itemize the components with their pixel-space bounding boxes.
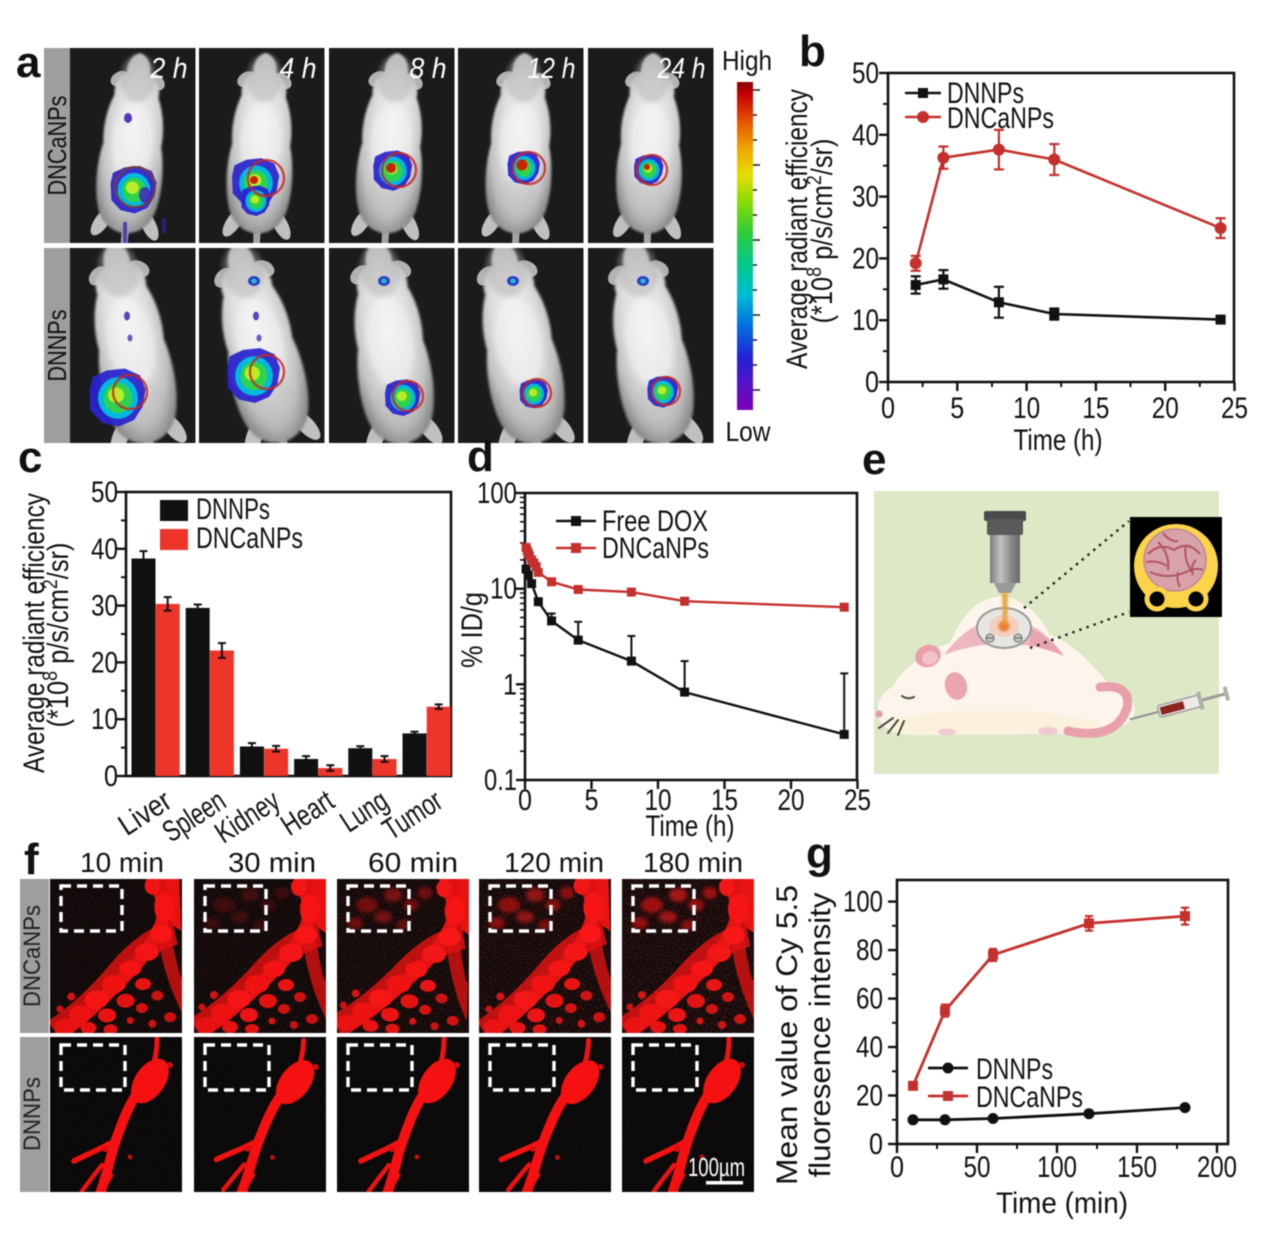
- svg-text:a: a: [16, 38, 41, 87]
- svg-text:15: 15: [711, 784, 738, 817]
- svg-text:0: 0: [881, 392, 895, 425]
- svg-text:1: 1: [503, 668, 517, 701]
- svg-text:DNCaNPs: DNCaNPs: [602, 532, 709, 565]
- svg-text:10: 10: [645, 784, 672, 817]
- svg-text:25: 25: [844, 784, 871, 817]
- svg-text:d: d: [467, 432, 494, 481]
- svg-text:b: b: [799, 27, 826, 76]
- svg-text:30: 30: [852, 181, 879, 214]
- svg-text:0: 0: [104, 760, 118, 793]
- svg-text:High: High: [722, 45, 772, 76]
- svg-text:0: 0: [865, 366, 879, 399]
- svg-text:20: 20: [778, 784, 805, 817]
- svg-text:100: 100: [477, 477, 517, 510]
- svg-text:(*108 p/s/cm2/sr): (*108 p/s/cm2/sr): [803, 139, 839, 324]
- svg-text:50: 50: [852, 57, 879, 90]
- svg-text:5: 5: [585, 784, 599, 817]
- svg-text:20: 20: [1152, 392, 1179, 425]
- svg-text:Low: Low: [726, 416, 772, 447]
- svg-text:24 h: 24 h: [657, 53, 706, 85]
- svg-text:DNNPs: DNNPs: [42, 310, 72, 382]
- svg-text:0: 0: [869, 1128, 883, 1161]
- svg-text:DNCaNPs: DNCaNPs: [42, 96, 72, 196]
- svg-text:DNCaNPs: DNCaNPs: [19, 905, 46, 1007]
- svg-text:Average radiant efficiency: Average radiant efficiency: [18, 493, 51, 773]
- svg-text:f: f: [24, 835, 39, 884]
- svg-text:100: 100: [1037, 1151, 1077, 1184]
- svg-text:100: 100: [843, 886, 883, 919]
- svg-text:120 min: 120 min: [504, 847, 604, 878]
- svg-text:Average radiant efficiency: Average radiant efficiency: [781, 89, 814, 369]
- svg-text:DNNPs: DNNPs: [19, 1077, 46, 1151]
- svg-text:50: 50: [91, 476, 118, 509]
- svg-text:12 h: 12 h: [528, 53, 576, 85]
- svg-text:40: 40: [852, 119, 879, 152]
- svg-text:20: 20: [852, 242, 879, 275]
- svg-text:60: 60: [856, 983, 883, 1016]
- svg-text:Free DOX: Free DOX: [602, 505, 708, 538]
- svg-text:8 h: 8 h: [410, 53, 447, 85]
- svg-text:180 min: 180 min: [643, 847, 743, 878]
- svg-text:(*108 p/s/cm2/sr): (*108 p/s/cm2/sr): [39, 543, 75, 728]
- svg-text:200: 200: [1197, 1151, 1237, 1184]
- svg-text:40: 40: [91, 533, 118, 566]
- svg-text:15: 15: [1082, 392, 1109, 425]
- svg-text:10: 10: [852, 304, 879, 337]
- svg-text:4 h: 4 h: [280, 53, 317, 85]
- svg-text:Time (h): Time (h): [1014, 424, 1103, 457]
- svg-text:DNCaNPs: DNCaNPs: [947, 102, 1054, 135]
- svg-text:DNNPs: DNNPs: [976, 1053, 1053, 1086]
- svg-text:20: 20: [856, 1080, 883, 1113]
- svg-text:2 h: 2 h: [150, 53, 188, 85]
- svg-text:30 min: 30 min: [228, 847, 316, 878]
- svg-text:10: 10: [490, 573, 517, 606]
- svg-text:25: 25: [1221, 392, 1248, 425]
- svg-text:g: g: [806, 829, 833, 878]
- svg-text:Time (min): Time (min): [996, 1187, 1128, 1220]
- svg-text:DNNPs: DNNPs: [947, 77, 1024, 110]
- svg-text:150: 150: [1117, 1151, 1157, 1184]
- svg-text:10 min: 10 min: [80, 847, 164, 878]
- svg-text:DNNPs: DNNPs: [196, 493, 270, 526]
- svg-text:50: 50: [964, 1151, 991, 1184]
- svg-text:5: 5: [950, 392, 964, 425]
- svg-text:100µm: 100µm: [688, 1152, 745, 1182]
- svg-text:% ID/g: % ID/g: [456, 592, 489, 668]
- svg-text:10: 10: [1013, 392, 1040, 425]
- svg-text:0: 0: [518, 784, 532, 817]
- svg-text:Time (h): Time (h): [646, 810, 735, 843]
- svg-text:0: 0: [890, 1151, 904, 1184]
- svg-text:10: 10: [91, 703, 118, 736]
- svg-text:0.1: 0.1: [484, 764, 517, 797]
- svg-text:fluoresence intensity: fluoresence intensity: [804, 893, 837, 1178]
- svg-text:40: 40: [856, 1031, 883, 1064]
- svg-text:DNCaNPs: DNCaNPs: [976, 1081, 1083, 1114]
- svg-text:DNCaNPs: DNCaNPs: [196, 522, 303, 555]
- svg-text:60 min: 60 min: [368, 847, 458, 878]
- svg-text:e: e: [862, 435, 886, 484]
- svg-text:30: 30: [91, 590, 118, 623]
- svg-text:20: 20: [91, 646, 118, 679]
- svg-text:Mean value of Cy 5.5: Mean value of Cy 5.5: [771, 885, 804, 1185]
- svg-text:c: c: [18, 433, 42, 482]
- svg-text:80: 80: [856, 934, 883, 967]
